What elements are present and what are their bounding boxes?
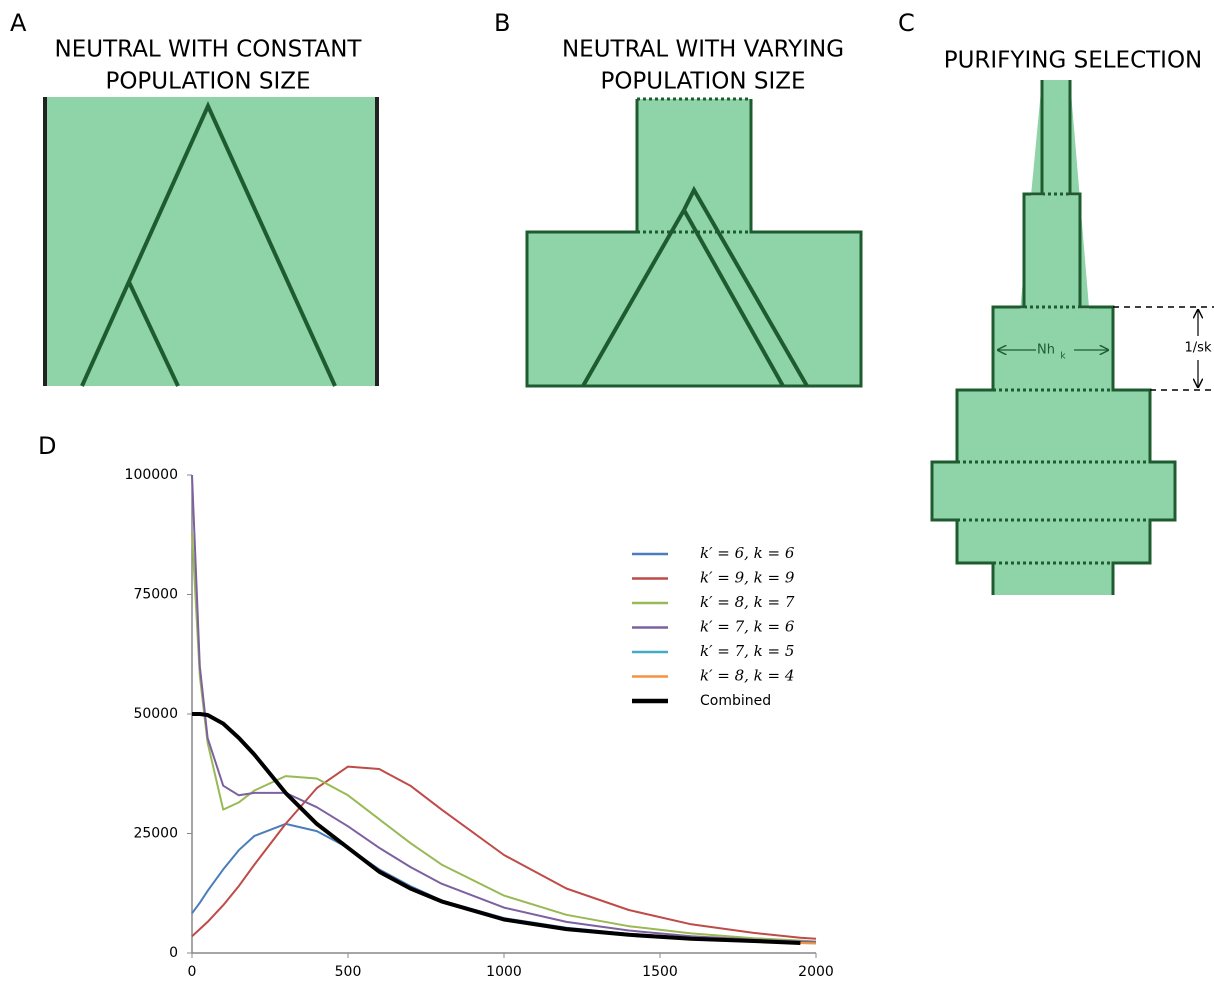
series-line (191, 765, 817, 940)
panel-title: NEUTRAL WITH CONSTANT (55, 37, 363, 63)
panel-b: B NEUTRAL WITH VARYING POPULATION SIZE (494, 9, 863, 388)
y-tick-label: 100000 (125, 467, 178, 483)
genealogy (581, 185, 809, 387)
genealogy (80, 101, 337, 387)
legend-label: k′ = 8, k = 4 (700, 667, 794, 685)
population (525, 99, 863, 388)
series-line (191, 474, 817, 943)
series-line (192, 712, 801, 945)
legend-label: k′ = 9, k = 9 (700, 569, 795, 587)
y-tick-label: 50000 (133, 706, 178, 722)
population (933, 80, 1174, 595)
y-tick-label: 75000 (133, 587, 178, 603)
y-tick-label: 0 (169, 945, 178, 961)
legend-label: k′ = 6, k = 6 (700, 544, 795, 562)
width-label: Nh (1037, 343, 1055, 358)
panel-a: A NEUTRAL WITH CONSTANT POPULATION SIZE (10, 9, 379, 387)
series-line (192, 713, 817, 945)
chart: 0 25000 50000 75000 100000 0 500 1000 1500 2000 k′… (125, 467, 834, 980)
population (45, 97, 377, 386)
x-tick-label: 1500 (642, 964, 678, 980)
legend-label: Combined (700, 693, 771, 709)
panel-c: C PURIFYING SELECTION 1/sk Nh k (898, 9, 1214, 595)
population (638, 101, 750, 234)
panel-title: PURIFYING SELECTION (944, 48, 1203, 74)
width-label-sub: k (1060, 352, 1066, 362)
x-tick-label: 1000 (486, 964, 522, 980)
panel-title: POPULATION SIZE (105, 69, 310, 95)
panel-letter: A (10, 9, 27, 37)
panel-letter: C (898, 9, 915, 37)
panel-title: POPULATION SIZE (600, 69, 805, 95)
legend-label: k′ = 7, k = 5 (700, 642, 794, 660)
x-tick-label: 2000 (798, 964, 834, 980)
class-boundaries (957, 192, 1150, 565)
x-tick-label: 500 (335, 964, 362, 980)
panel-letter: B (494, 9, 510, 37)
legend-label: k′ = 7, k = 6 (700, 618, 795, 636)
series-line (191, 532, 817, 943)
series-line (192, 713, 817, 945)
y-tick-label: 25000 (133, 826, 178, 842)
x-tick-label: 0 (188, 964, 197, 980)
legend-label: k′ = 8, k = 7 (700, 593, 795, 611)
series-line (191, 822, 817, 944)
panel-letter: D (38, 432, 56, 460)
height-label: 1/sk (1185, 341, 1212, 356)
panel-title: NEUTRAL WITH VARYING (562, 37, 844, 63)
